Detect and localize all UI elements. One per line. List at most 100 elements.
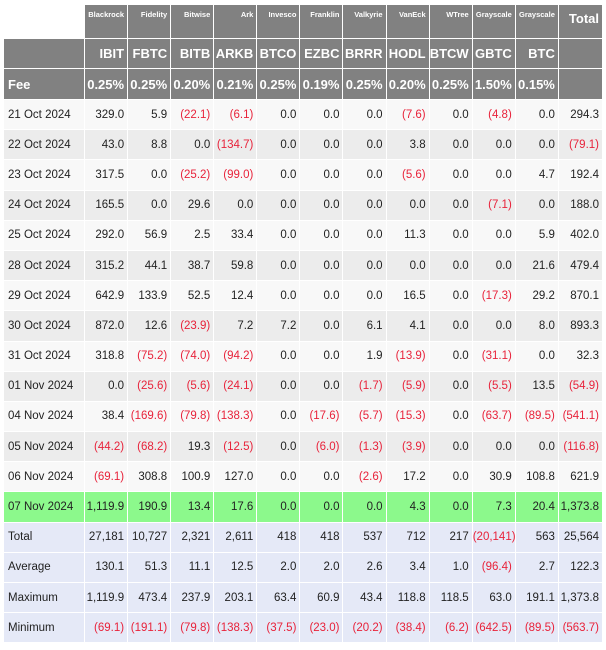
ticker-header: BTCO xyxy=(256,38,301,69)
flow-cell: 44.1 xyxy=(127,249,172,282)
flow-cell: 0.0 xyxy=(471,310,516,342)
etf-flows-table: Blackrock Fidelity Bitwise Ark Invesco F… xyxy=(2,4,604,644)
row-total: 621.9 xyxy=(557,461,604,493)
flow-cell: 4.1 xyxy=(385,310,430,342)
fee-value: 0.21% xyxy=(213,68,258,100)
flow-cell: 0.0 xyxy=(428,461,473,493)
stat-row: Average 130.1 51.3 11.1 12.5 2.0 2.0 2.6 3.4 1.0(… xyxy=(2,551,604,584)
stat-cell: 51.3 xyxy=(127,551,172,584)
stat-total: 1,373.8 xyxy=(557,581,604,614)
fee-value: 0.25% xyxy=(342,68,387,100)
daily-flows-body: 21 Oct 2024 329.0 5.9 (22.1) (6.1) 0.0 0.0 0.0(… xyxy=(2,98,604,523)
ticker-header: BTC xyxy=(514,38,559,69)
ticker-header-row: IBIT FBTC BITB ARKB BTCO EZBC BRRR HODL … xyxy=(2,38,604,69)
flow-cell: 4.3 xyxy=(385,491,430,523)
stat-cell: 563 xyxy=(514,521,559,553)
flow-cell: 642.9 xyxy=(84,280,129,312)
stat-cell: 27,181 xyxy=(84,521,129,553)
flow-cell: 317.5 xyxy=(84,159,129,191)
fee-value: 0.25% xyxy=(428,68,473,100)
flow-cell: (89.5) xyxy=(514,400,559,433)
row-total: 870.1 xyxy=(557,280,604,312)
row-total: (116.8) xyxy=(557,431,604,463)
stat-cell: (642.5) xyxy=(471,612,516,644)
table-row: 05 Nov 2024 (44.2) (68.2) 19.3 (12.5) 0.0 (6.0… xyxy=(2,431,604,463)
stat-cell: 130.1 xyxy=(84,551,129,584)
flow-cell: (25.2) xyxy=(170,159,215,191)
stat-cell: (89.5) xyxy=(514,612,559,644)
flow-cell: (17.3) xyxy=(471,280,516,312)
row-date: 21 Oct 2024 xyxy=(2,98,86,131)
stat-cell: 217 xyxy=(428,521,473,553)
flow-cell: 38.4 xyxy=(84,400,129,433)
stat-cell: (23.0) xyxy=(299,612,344,644)
stat-cell: (38.4) xyxy=(385,612,430,644)
flow-cell: (169.6) xyxy=(127,400,172,433)
flow-cell: 0.0 xyxy=(514,98,559,131)
flow-cell: 0.0 xyxy=(256,491,301,523)
flow-cell: 0.0 xyxy=(256,461,301,493)
stat-cell: 63.0 xyxy=(471,581,516,614)
row-date: 22 Oct 2024 xyxy=(2,129,86,161)
flow-cell: 0.0 xyxy=(256,370,301,402)
stat-cell: 43.4 xyxy=(342,581,387,614)
flow-cell: 108.8 xyxy=(514,461,559,493)
flow-cell: 190.9 xyxy=(127,491,172,523)
flow-cell: 52.5 xyxy=(170,280,215,312)
fee-value: 0.19% xyxy=(299,68,344,100)
flow-cell: 133.9 xyxy=(127,280,172,312)
flow-cell: (24.1) xyxy=(213,370,258,402)
flow-cell: 0.0 xyxy=(256,219,301,251)
table-row: 07 Nov 2024 1,119.9 190.9 13.4 17.6 0.0 0.0 0.0… xyxy=(2,491,604,523)
flow-cell: 0.0 xyxy=(428,98,473,131)
row-total: 402.0 xyxy=(557,219,604,251)
flow-cell: 2.5 xyxy=(170,219,215,251)
flow-cell: (31.1) xyxy=(471,340,516,372)
stat-cell: 3.4 xyxy=(385,551,430,584)
flow-cell: 0.0 xyxy=(256,249,301,282)
row-total: (54.9) xyxy=(557,370,604,402)
flow-cell: 0.0 xyxy=(256,129,301,161)
row-date: 06 Nov 2024 xyxy=(2,461,86,493)
fee-value: 0.20% xyxy=(385,68,430,100)
table-row: 30 Oct 2024 872.0 12.6 (23.9) 7.2 7.2 0.0 6.1 4.… xyxy=(2,310,604,342)
flow-cell: 0.0 xyxy=(299,159,344,191)
flow-cell: 0.0 xyxy=(428,249,473,282)
flow-cell: 33.4 xyxy=(213,219,258,251)
issuer-header: Bitwise xyxy=(170,4,215,39)
row-date: 30 Oct 2024 xyxy=(2,310,86,342)
row-total: 893.3 xyxy=(557,310,604,342)
flow-cell: (25.6) xyxy=(127,370,172,402)
fee-total-cell xyxy=(557,68,604,100)
stat-total: (563.7) xyxy=(557,612,604,644)
fee-value: 0.25% xyxy=(256,68,301,100)
flow-cell: (5.6) xyxy=(170,370,215,402)
flow-cell: (99.0) xyxy=(213,159,258,191)
flow-cell: 0.0 xyxy=(299,219,344,251)
row-date: 25 Oct 2024 xyxy=(2,219,86,251)
row-total: 192.4 xyxy=(557,159,604,191)
stat-row: Maximum 1,119.9 473.4 237.9 203.1 63.4 60.9 43.… xyxy=(2,581,604,614)
total-column-header: Total xyxy=(557,4,604,39)
stat-cell: 10,727 xyxy=(127,521,172,553)
issuer-header: Blackrock xyxy=(84,4,129,39)
flow-cell: 292.0 xyxy=(84,219,129,251)
flow-cell: 872.0 xyxy=(84,310,129,342)
flow-cell: 0.0 xyxy=(299,280,344,312)
flow-cell: 0.0 xyxy=(385,189,430,221)
flow-cell: (17.6) xyxy=(299,400,344,433)
flow-cell: 0.0 xyxy=(256,189,301,221)
flow-cell: (12.5) xyxy=(213,431,258,463)
table-row: 01 Nov 2024 0.0 (25.6) (5.6) (24.1) 0.0 0.0 (1.… xyxy=(2,370,604,402)
row-date: 29 Oct 2024 xyxy=(2,280,86,312)
stat-cell: 418 xyxy=(256,521,301,553)
stat-cell: 60.9 xyxy=(299,581,344,614)
flow-cell: (94.2) xyxy=(213,340,258,372)
flow-cell: 0.0 xyxy=(299,491,344,523)
flow-cell: 0.0 xyxy=(127,189,172,221)
flow-cell: (2.6) xyxy=(342,461,387,493)
flow-cell: (6.1) xyxy=(213,98,258,131)
flow-cell: 0.0 xyxy=(428,431,473,463)
flow-cell: 0.0 xyxy=(428,129,473,161)
issuer-header: Ark xyxy=(213,4,258,39)
